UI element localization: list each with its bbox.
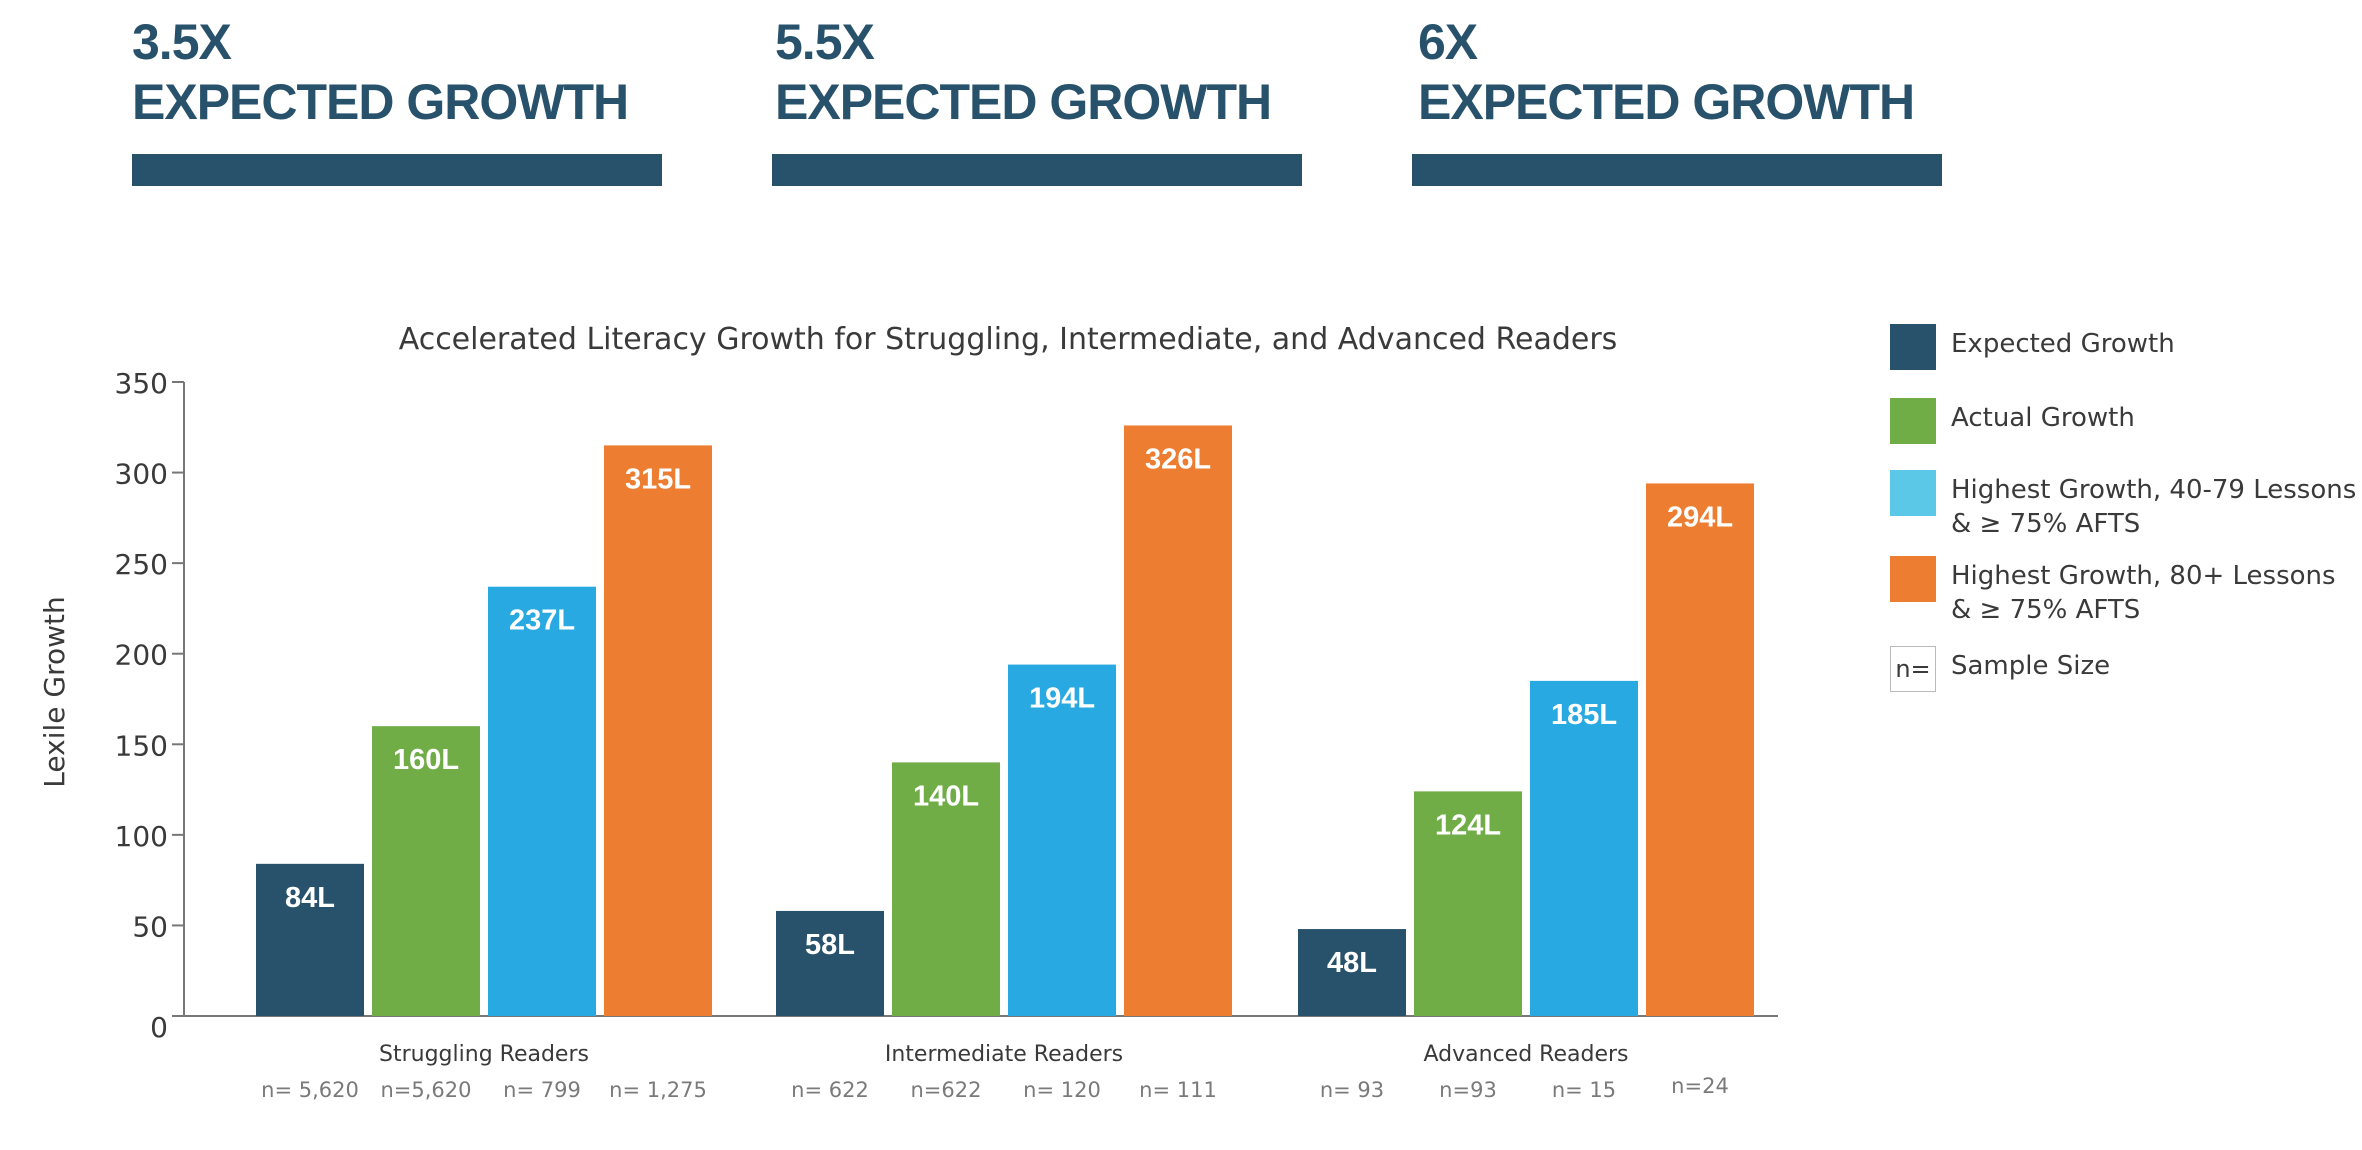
legend-label: Highest Growth, 40-79 Lessons & ≥ 75% AF…	[1951, 475, 2357, 539]
callout-struggling: 3.5X EXPECTED GROWTH	[132, 12, 662, 132]
bar	[776, 910, 884, 1016]
sample-size-symbol: n=	[1890, 646, 1936, 692]
data-label: 84L	[285, 882, 335, 914]
data-label: 194L	[1029, 683, 1095, 715]
y-tick-label: 100	[115, 820, 168, 853]
legend-label: Expected Growth	[1951, 329, 2175, 359]
sample-size-label: n= 5,620	[261, 1078, 359, 1102]
y-tick-label: 0	[150, 1011, 168, 1044]
callout-multiplier: 6X	[1418, 14, 1478, 70]
data-label: 185L	[1551, 699, 1617, 731]
callout-bar	[132, 154, 662, 186]
bar	[1124, 425, 1232, 1017]
sample-size-label: n= 120	[1023, 1078, 1101, 1102]
y-axis-label: Lexile Growth	[38, 596, 71, 787]
callout-label: EXPECTED GROWTH	[1418, 74, 1915, 130]
sample-size-label: n= 15	[1552, 1078, 1616, 1102]
x-category-label: Advanced Readers	[1424, 1042, 1629, 1067]
callout-multiplier: 5.5X	[775, 14, 875, 70]
sample-size-label: n= 1,275	[609, 1078, 707, 1102]
bar	[604, 445, 712, 1016]
y-tick-label: 350	[115, 367, 168, 400]
bar	[1298, 929, 1406, 1016]
x-category-label: Struggling Readers	[379, 1042, 589, 1067]
x-category-label: Intermediate Readers	[885, 1042, 1123, 1067]
y-tick-label: 50	[132, 910, 168, 943]
sample-size-label: n= 622	[791, 1078, 869, 1102]
bar	[1008, 664, 1116, 1016]
bars: 84L 160L 237L 315L 58L 140L 194L 326L 48L 124L 185…	[256, 425, 1754, 1017]
callout-advanced: 6X EXPECTED GROWTH	[1418, 12, 1948, 132]
sample-size-label: n= 93	[1320, 1078, 1384, 1102]
callout-multiplier: 3.5X	[132, 14, 232, 70]
data-label: 326L	[1145, 443, 1211, 475]
legend-label: Sample Size	[1951, 651, 2111, 681]
legend-swatch	[1890, 470, 1936, 516]
legend-swatch	[1890, 398, 1936, 444]
bar	[1646, 483, 1754, 1016]
data-label: 237L	[509, 605, 575, 637]
y-tick-label: 250	[115, 548, 168, 581]
y-tick-label: 200	[115, 639, 168, 672]
callout-label: EXPECTED GROWTH	[132, 74, 629, 130]
data-label: 124L	[1435, 809, 1501, 841]
legend-label: Highest Growth, 80+ Lessons & ≥ 75% AFTS	[1951, 561, 2336, 625]
data-label: 48L	[1327, 947, 1377, 979]
callout-intermediate: 5.5X EXPECTED GROWTH	[775, 12, 1305, 132]
bar	[1414, 791, 1522, 1016]
data-label: 294L	[1667, 501, 1733, 533]
callout-label: EXPECTED GROWTH	[775, 74, 1272, 130]
legend-swatch	[1890, 324, 1936, 370]
data-label: 315L	[625, 463, 691, 495]
callout-bar	[1412, 154, 1942, 186]
bar	[372, 726, 480, 1016]
legend-swatch	[1890, 556, 1936, 602]
sample-size-label: n=622	[911, 1078, 982, 1102]
sample-size-label: n= 799	[503, 1078, 581, 1102]
data-label: 160L	[393, 744, 459, 776]
x-axis: n= 5,620 n=5,620 n= 799 n= 1,275 Struggling …	[261, 1042, 1729, 1102]
chart-title: Accelerated Literacy Growth for Struggli…	[399, 322, 1618, 357]
sample-size-label: n=93	[1439, 1078, 1497, 1102]
data-label: 58L	[805, 929, 855, 961]
sample-size-label: n=24	[1671, 1074, 1729, 1098]
sample-size-label: n=5,620	[380, 1078, 471, 1102]
bar	[488, 586, 596, 1016]
legend-label: Actual Growth	[1951, 403, 2135, 433]
data-label: 140L	[913, 780, 979, 812]
y-tick-label: 300	[115, 458, 168, 491]
y-tick-label: 150	[115, 729, 168, 762]
bar	[1530, 680, 1638, 1016]
sample-size-label: n= 111	[1139, 1078, 1217, 1102]
callout-bar	[772, 154, 1302, 186]
bar	[256, 863, 364, 1016]
bar	[892, 762, 1000, 1016]
